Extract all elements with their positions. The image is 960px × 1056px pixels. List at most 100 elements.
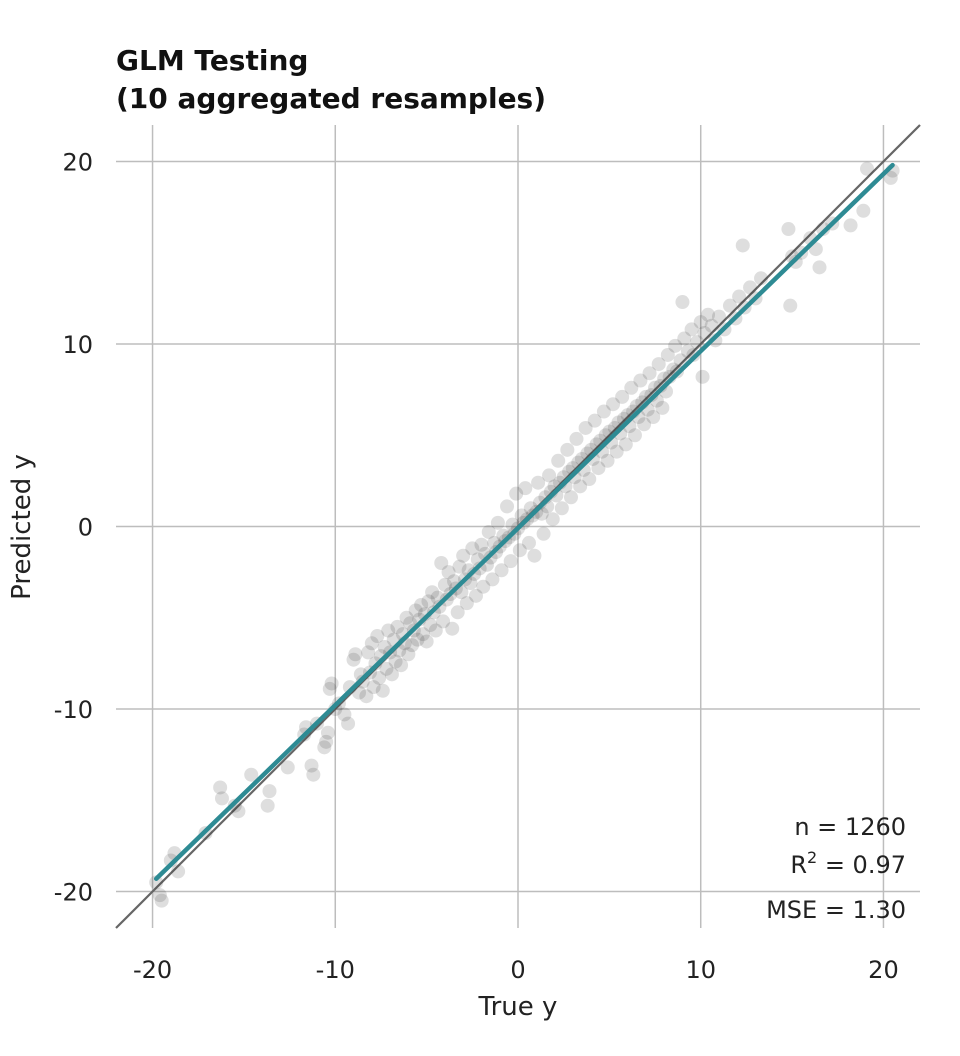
data-point: [414, 597, 429, 612]
data-points: [149, 161, 900, 908]
data-point: [377, 639, 392, 654]
data-point: [322, 681, 337, 696]
data-point: [735, 238, 750, 253]
stat-r2-prefix: R: [790, 851, 807, 879]
data-point: [372, 670, 387, 685]
data-point: [618, 437, 633, 452]
data-point: [585, 451, 600, 466]
data-point: [306, 767, 321, 782]
data-point: [509, 486, 524, 501]
data-point: [633, 373, 648, 388]
data-point: [582, 472, 597, 487]
data-point: [428, 623, 443, 638]
y-tick-label: -10: [54, 696, 93, 724]
data-point: [660, 347, 675, 362]
data-point: [518, 481, 533, 496]
stat-r2-sup: 2: [807, 848, 817, 867]
data-point: [655, 400, 670, 415]
data-point: [381, 623, 396, 638]
data-point: [843, 218, 858, 233]
data-point: [361, 645, 376, 660]
data-point: [554, 501, 569, 516]
data-point: [684, 322, 699, 337]
data-point: [390, 619, 405, 634]
data-point: [708, 333, 723, 348]
data-point: [673, 353, 688, 368]
chart-title-line1: GLM Testing: [116, 44, 308, 77]
data-point: [512, 543, 527, 558]
stat-r2: R2 = 0.97: [790, 848, 906, 879]
data-point: [485, 572, 500, 587]
data-point: [697, 326, 712, 341]
data-point: [437, 577, 452, 592]
stat-mse: MSE = 1.30: [766, 896, 906, 924]
fit-line-path: [153, 162, 895, 881]
data-point: [262, 784, 277, 799]
data-point: [408, 603, 423, 618]
data-point: [359, 689, 374, 704]
data-point: [668, 338, 683, 353]
data-point: [569, 431, 584, 446]
data-point: [171, 864, 186, 879]
y-axis-label: Predicted y: [7, 454, 37, 600]
data-point: [468, 588, 483, 603]
data-point: [624, 380, 639, 395]
data-point: [560, 442, 575, 457]
data-point: [452, 559, 467, 574]
data-point: [816, 222, 831, 237]
data-point: [231, 804, 246, 819]
x-tick-label: 10: [685, 956, 716, 984]
data-point: [693, 315, 708, 330]
data-point: [503, 554, 518, 569]
data-point: [410, 632, 425, 647]
data-point: [304, 758, 319, 773]
data-point: [883, 170, 898, 185]
data-point: [364, 636, 379, 651]
data-point: [419, 634, 434, 649]
data-point: [465, 541, 480, 556]
data-point: [527, 548, 542, 563]
data-point: [596, 404, 611, 419]
data-point: [348, 647, 363, 662]
x-tick-label: 0: [510, 956, 525, 984]
data-point: [388, 654, 403, 669]
data-point: [783, 298, 798, 313]
data-point: [379, 661, 394, 676]
data-point: [459, 596, 474, 611]
data-point: [456, 548, 471, 563]
data-point: [545, 512, 560, 527]
data-point: [578, 420, 593, 435]
data-point: [606, 397, 621, 412]
data-point: [677, 331, 692, 346]
data-point: [600, 453, 615, 468]
data-point: [781, 222, 796, 237]
data-point: [450, 605, 465, 620]
x-axis-label: True y: [478, 992, 558, 1022]
data-point: [467, 566, 482, 581]
data-point: [646, 410, 661, 424]
data-point: [615, 389, 630, 404]
data-point: [366, 680, 381, 695]
data-point: [637, 417, 652, 432]
data-point: [401, 647, 416, 662]
data-point: [651, 357, 666, 372]
data-point: [743, 280, 758, 295]
data-point: [436, 614, 451, 629]
chart-title-line2: (10 aggregated resamples): [116, 82, 546, 115]
y-tick-label: 10: [62, 331, 93, 359]
data-point: [701, 307, 716, 322]
data-point: [319, 734, 334, 749]
data-point: [375, 683, 390, 698]
data-point: [542, 468, 557, 483]
data-point: [405, 638, 420, 653]
data-point: [154, 893, 169, 908]
data-point: [722, 298, 737, 313]
data-point: [260, 798, 275, 813]
y-tick-label: -20: [54, 879, 93, 907]
data-point: [754, 271, 769, 286]
data-point: [573, 479, 588, 494]
x-tick-label: -20: [133, 956, 172, 984]
data-point: [423, 618, 438, 633]
data-point: [690, 335, 705, 350]
